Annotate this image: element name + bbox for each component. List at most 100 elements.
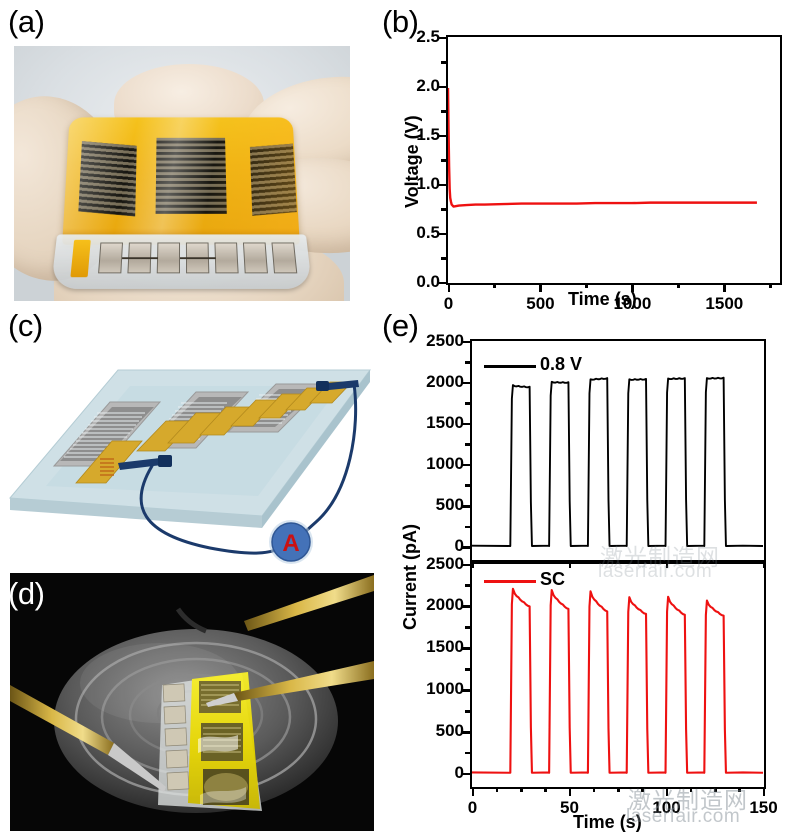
panel-c-schematic: A	[0, 308, 378, 570]
y-tick-major	[462, 422, 470, 426]
watermark-chinese-secondary: 激光制造网	[600, 544, 720, 570]
idt-window-group	[199, 681, 249, 805]
panel-label-c: (c)	[8, 308, 43, 343]
y-tick-minor	[465, 484, 470, 487]
panel-e-bottom-ytick-label: 500	[435, 721, 464, 741]
probe-needle-top	[244, 575, 374, 631]
probe-contact-left	[118, 455, 172, 470]
wire-trace	[122, 257, 159, 260]
panel-a-photograph	[14, 46, 350, 301]
panel-b-voltage-chart: Time (s) Voltage (V) 0.0 0.5 1.0 1.5 2.0 2.5 0…	[378, 8, 787, 313]
y-tick-major	[438, 134, 446, 137]
x-tick-major	[568, 787, 571, 796]
legend-label-sc: SC	[540, 569, 566, 589]
y-tick-major	[438, 232, 446, 235]
x-tick-minor	[592, 787, 596, 792]
panel-b-ytick-label: 2.0	[416, 75, 440, 95]
panel-b-xtick-label: 1500	[705, 294, 744, 313]
y-tick-major	[462, 605, 470, 608]
x-tick-major	[631, 283, 634, 292]
y-tick-major	[462, 689, 470, 692]
y-tick-minor	[465, 402, 470, 405]
watermark-english: laserfair.com	[626, 806, 741, 827]
transparent-substrate-strip	[50, 234, 313, 289]
x-tick-major	[447, 283, 450, 292]
panel-e-xaxis-title: Time (s)	[573, 812, 642, 832]
watermark-english-secondary: laserfair.com	[598, 561, 713, 582]
x-tick-minor	[617, 787, 620, 792]
panel-label-a: (a)	[8, 4, 45, 39]
x-tick-minor	[544, 787, 547, 792]
panel-e-top-ytick-label: 2500	[426, 330, 464, 350]
y-tick-major	[462, 463, 470, 467]
contact-pad-chain	[75, 381, 353, 484]
panel-label-b: (b)	[382, 4, 419, 39]
y-tick-major	[462, 340, 470, 343]
x-tick-minor	[714, 787, 717, 792]
panel-b-xtick-label: 500	[526, 294, 555, 313]
ammeter-label: A	[282, 530, 299, 557]
metal-pad	[98, 242, 124, 274]
y-tick-major	[438, 281, 446, 284]
y-tick-major	[462, 505, 470, 508]
x-tick-minor	[738, 787, 741, 792]
panel-e-current-charts: 0.8 V SC Time (s) Current (pA) 0 500 1000 1…	[378, 312, 787, 834]
y-tick-major	[462, 772, 470, 776]
panel-e-bottom-ytick-label: 0	[454, 762, 464, 782]
tape-sheen	[62, 117, 300, 245]
panel-b-ytick-label: 1.5	[416, 124, 440, 144]
x-tick-minor	[495, 787, 499, 792]
watermark-chinese: 激光制造网	[628, 787, 748, 813]
y-tick-minor	[441, 61, 446, 64]
y-tick-minor	[465, 626, 470, 629]
y-tick-minor	[465, 751, 470, 755]
panel-b-ytick-label: 0.5	[416, 222, 440, 242]
panel-label-d: (d)	[8, 576, 45, 611]
panel-e-top-ytick-label: 0	[454, 536, 464, 556]
device-under-test	[158, 672, 262, 811]
y-tick-minor	[441, 208, 446, 211]
panel-b-ytick-label: 0.0	[416, 271, 440, 291]
x-tick-minor	[689, 787, 693, 792]
metal-pad	[156, 242, 181, 274]
ammeter-symbol: A	[269, 520, 313, 564]
x-tick-minor	[769, 283, 772, 288]
panel-e-bottom-ytick-label: 2500	[426, 553, 464, 573]
y-tick-major	[462, 381, 470, 385]
panel-e-top-curve	[472, 376, 763, 547]
x-tick-major	[539, 283, 542, 292]
panel-e-xtick-label: 150	[749, 798, 778, 817]
y-tick-major	[438, 85, 446, 88]
wire-left	[139, 464, 286, 555]
y-tick-minor	[441, 159, 446, 162]
y-tick-minor	[465, 525, 470, 529]
probe-contact-right	[316, 380, 359, 391]
x-tick-minor	[641, 787, 644, 792]
panel-e-top-ytick-label: 1000	[426, 453, 464, 473]
panel-b-ytick-label: 2.5	[416, 26, 440, 46]
legend-line-sc	[484, 580, 536, 583]
x-tick-minor	[493, 283, 496, 288]
panel-e-top-plot-frame: 0.8 V	[470, 339, 766, 562]
y-tick-minor	[441, 110, 446, 113]
panel-e-bottom-ytick-label: 1000	[426, 679, 464, 699]
x-tick-minor	[677, 283, 680, 288]
y-tick-minor	[465, 584, 470, 587]
panel-e-xtick-label: 0	[467, 798, 478, 817]
probe-station-svg	[10, 573, 374, 831]
panel-e-bottom-curve	[472, 587, 763, 774]
panel-e-xtick-label: 50	[560, 798, 579, 817]
x-tick-major	[471, 787, 474, 796]
y-tick-minor	[465, 361, 470, 364]
metal-pad	[242, 242, 268, 274]
legend-line-bias	[484, 365, 536, 368]
schematic-svg: A	[8, 369, 371, 564]
y-tick-major	[438, 36, 446, 39]
x-tick-major	[665, 787, 668, 796]
metal-pad	[214, 242, 239, 274]
y-tick-minor	[465, 710, 470, 713]
x-tick-minor	[585, 283, 588, 288]
x-tick-major-mid	[665, 560, 668, 568]
y-tick-major	[462, 647, 470, 650]
